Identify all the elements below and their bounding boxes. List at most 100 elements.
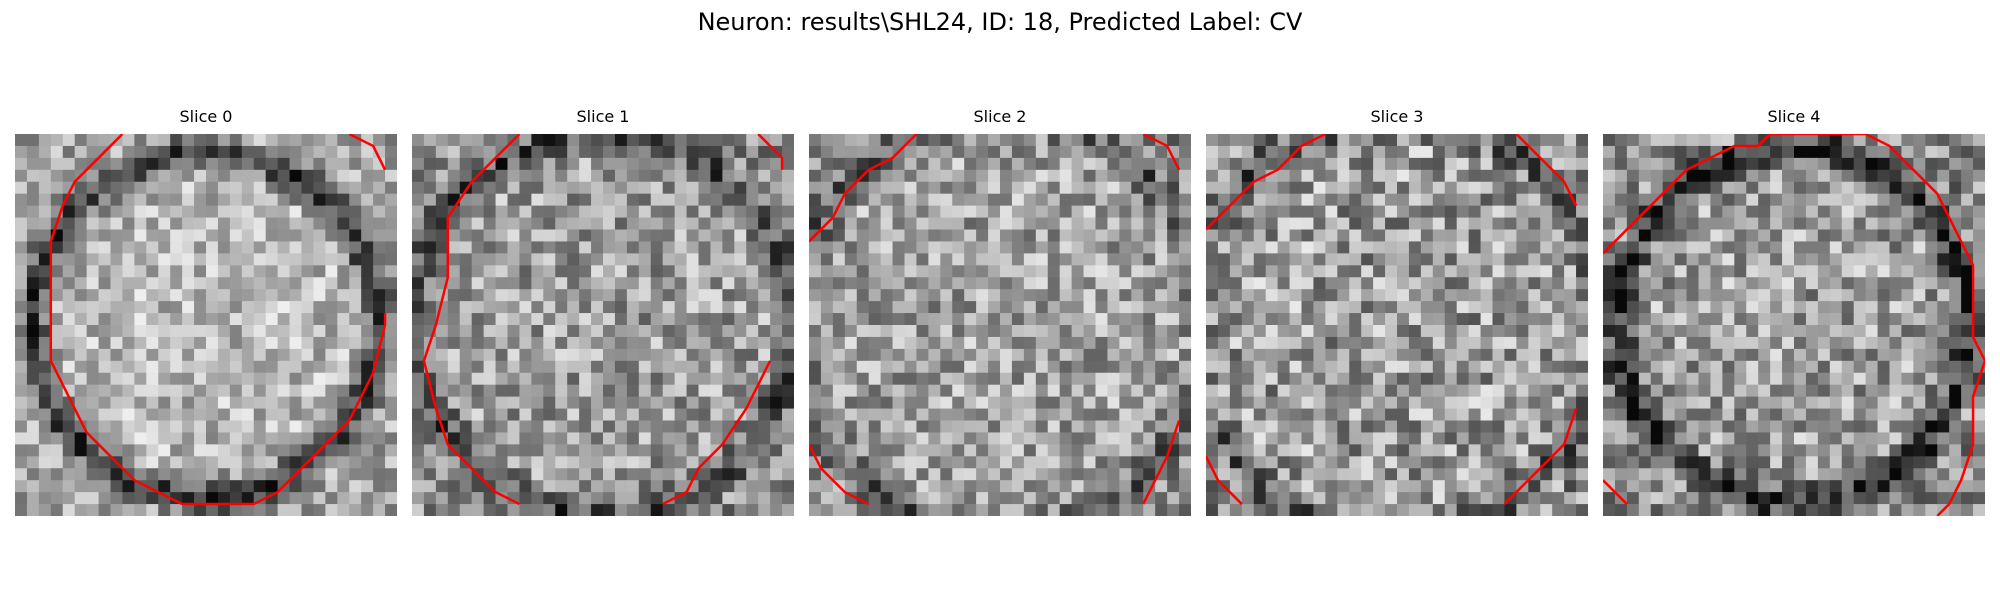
pixel: [1841, 384, 1855, 398]
pixel: [1420, 372, 1434, 386]
pixel: [746, 432, 759, 445]
pixel: [74, 456, 88, 469]
pixel: [1746, 289, 1759, 302]
pixel: [182, 301, 195, 314]
pixel: [1083, 336, 1096, 350]
pixel: [1011, 360, 1025, 374]
pixel: [880, 336, 893, 350]
pixel: [373, 205, 386, 218]
pixel: [1206, 456, 1219, 469]
pixel: [1385, 169, 1398, 183]
pixel: [1119, 277, 1132, 290]
pixel: [1614, 277, 1628, 290]
pixel: [325, 408, 338, 421]
pixel: [1373, 277, 1386, 290]
pixel: [1289, 277, 1302, 290]
pixel: [50, 325, 64, 338]
pixel: [1456, 336, 1470, 350]
pixel: [686, 277, 699, 290]
pixel: [1313, 372, 1326, 386]
pixel: [638, 360, 652, 374]
pixel: [1023, 432, 1037, 445]
pixel: [1456, 360, 1470, 374]
pixel: [110, 241, 123, 254]
pixel: [158, 253, 171, 266]
pixel: [722, 348, 735, 362]
pixel: [277, 468, 290, 481]
pixel: [182, 265, 195, 278]
pixel: [1937, 348, 1950, 362]
pixel: [1229, 145, 1243, 159]
pixel: [916, 336, 929, 350]
pixel: [1444, 181, 1458, 195]
pixel: [1265, 468, 1279, 481]
pixel: [809, 468, 822, 481]
pixel: [483, 289, 496, 302]
pixel: [964, 169, 977, 183]
pixel: [483, 444, 496, 457]
pixel: [1059, 265, 1073, 278]
pixel: [182, 384, 195, 398]
pixel: [1361, 229, 1374, 242]
pixel: [1456, 313, 1470, 326]
pixel: [217, 348, 231, 362]
pixel: [638, 372, 652, 386]
pixel: [964, 348, 977, 362]
pixel: [277, 420, 290, 433]
pixel: [662, 432, 676, 445]
pixel: [265, 241, 279, 254]
pixel: [952, 396, 965, 409]
pixel: [734, 432, 747, 445]
pixel: [483, 205, 496, 218]
pixel: [229, 420, 243, 433]
pixel: [122, 181, 135, 195]
pixel: [892, 360, 905, 374]
pixel: [1853, 169, 1867, 183]
pixel: [206, 360, 219, 374]
pixel: [591, 492, 604, 505]
pixel: [662, 456, 676, 469]
pixel: [194, 408, 207, 421]
pixel: [385, 420, 397, 433]
pixel: [98, 420, 111, 433]
pixel: [1710, 313, 1723, 326]
pixel: [265, 360, 279, 374]
pixel: [1408, 384, 1422, 398]
pixel: [1722, 396, 1735, 409]
pixel: [844, 372, 858, 386]
pixel: [1650, 444, 1664, 457]
pixel: [1770, 241, 1783, 254]
pixel: [1650, 229, 1664, 242]
pixel: [1674, 181, 1687, 195]
pixel: [1853, 289, 1867, 302]
pixel: [301, 420, 314, 433]
pixel: [385, 265, 397, 278]
pixel: [650, 241, 664, 254]
pixel: [1059, 253, 1073, 266]
pixel: [1516, 420, 1529, 433]
pixel: [349, 265, 362, 278]
pixel: [1179, 301, 1191, 314]
pixel: [543, 313, 556, 326]
pixel: [495, 265, 508, 278]
pixel: [74, 432, 88, 445]
pixel: [1229, 408, 1243, 421]
pixel: [217, 480, 231, 493]
pixel: [62, 325, 76, 338]
pixel: [746, 253, 759, 266]
pixel: [614, 408, 628, 421]
pixel: [373, 145, 386, 159]
pixel: [976, 169, 989, 183]
pixel: [1167, 396, 1180, 409]
pixel: [134, 456, 147, 469]
pixel: [1229, 420, 1243, 433]
pixel: [1011, 289, 1025, 302]
pixel: [38, 325, 52, 338]
pixel: [662, 348, 676, 362]
pixel: [1841, 253, 1855, 266]
pixel: [15, 468, 28, 481]
pixel: [1710, 169, 1723, 183]
pixel: [1650, 432, 1664, 445]
pixel: [1782, 348, 1795, 362]
pixel: [1516, 408, 1529, 421]
